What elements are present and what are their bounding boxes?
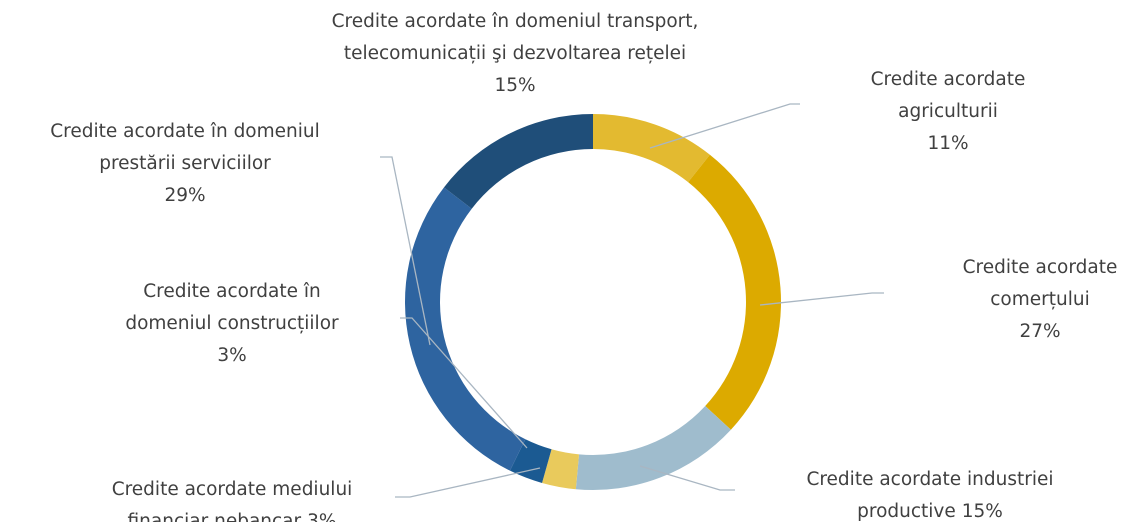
donut-segment <box>443 113 593 209</box>
leader-line <box>759 292 884 306</box>
data-label: Credite acordate mediului financiar neban… <box>112 479 353 522</box>
data-label: Credite acordate industriei productive 15% <box>806 469 1053 522</box>
leader-line <box>395 467 541 498</box>
label-line: agriculturii <box>898 101 998 122</box>
donut-segment <box>688 154 781 430</box>
donut-segment <box>542 449 580 490</box>
label-value: 3% <box>307 511 336 522</box>
label-line: Credite acordate mediului <box>112 479 353 500</box>
label-line: Credite acordate în <box>143 281 320 302</box>
data-label: Credite acordate agriculturii 11% <box>871 69 1026 154</box>
label-line: comerțului <box>990 289 1089 310</box>
leader-line <box>400 317 528 449</box>
donut-segment <box>575 405 731 490</box>
label-line: Credite acordate în domeniul transport, <box>332 11 699 32</box>
label-line: Credite acordate <box>871 69 1026 90</box>
data-label: Credite acordate în domeniul transport, t… <box>332 11 699 96</box>
label-line: Credite acordate industriei <box>806 469 1053 490</box>
label-value: 15% <box>494 75 535 96</box>
label-line: Credite acordate <box>963 257 1118 278</box>
label-line: prestării serviciilor <box>99 153 271 174</box>
leader-line <box>639 465 735 491</box>
label-line: financiar nebancar <box>128 511 302 522</box>
data-label: Credite acordate în domeniul construcțiil… <box>125 281 339 366</box>
label-value: 29% <box>164 185 205 206</box>
leader-line <box>380 156 431 346</box>
data-label: Credite acordate în domeniul prestării se… <box>50 121 320 206</box>
label-line: telecomunicații şi dezvoltarea rețelei <box>344 43 686 64</box>
label-line: productive <box>857 501 956 522</box>
label-value: 15% <box>962 501 1003 522</box>
leader-line <box>649 103 800 149</box>
data-label: Credite acordate comerțului 27% <box>963 257 1118 342</box>
donut-segment <box>405 187 526 471</box>
label-line: Credite acordate în domeniul <box>50 121 320 142</box>
label-value: 27% <box>1019 321 1060 342</box>
label-value: 3% <box>217 345 246 366</box>
label-value: 11% <box>927 133 968 154</box>
label-line: domeniul construcțiilor <box>125 313 339 334</box>
